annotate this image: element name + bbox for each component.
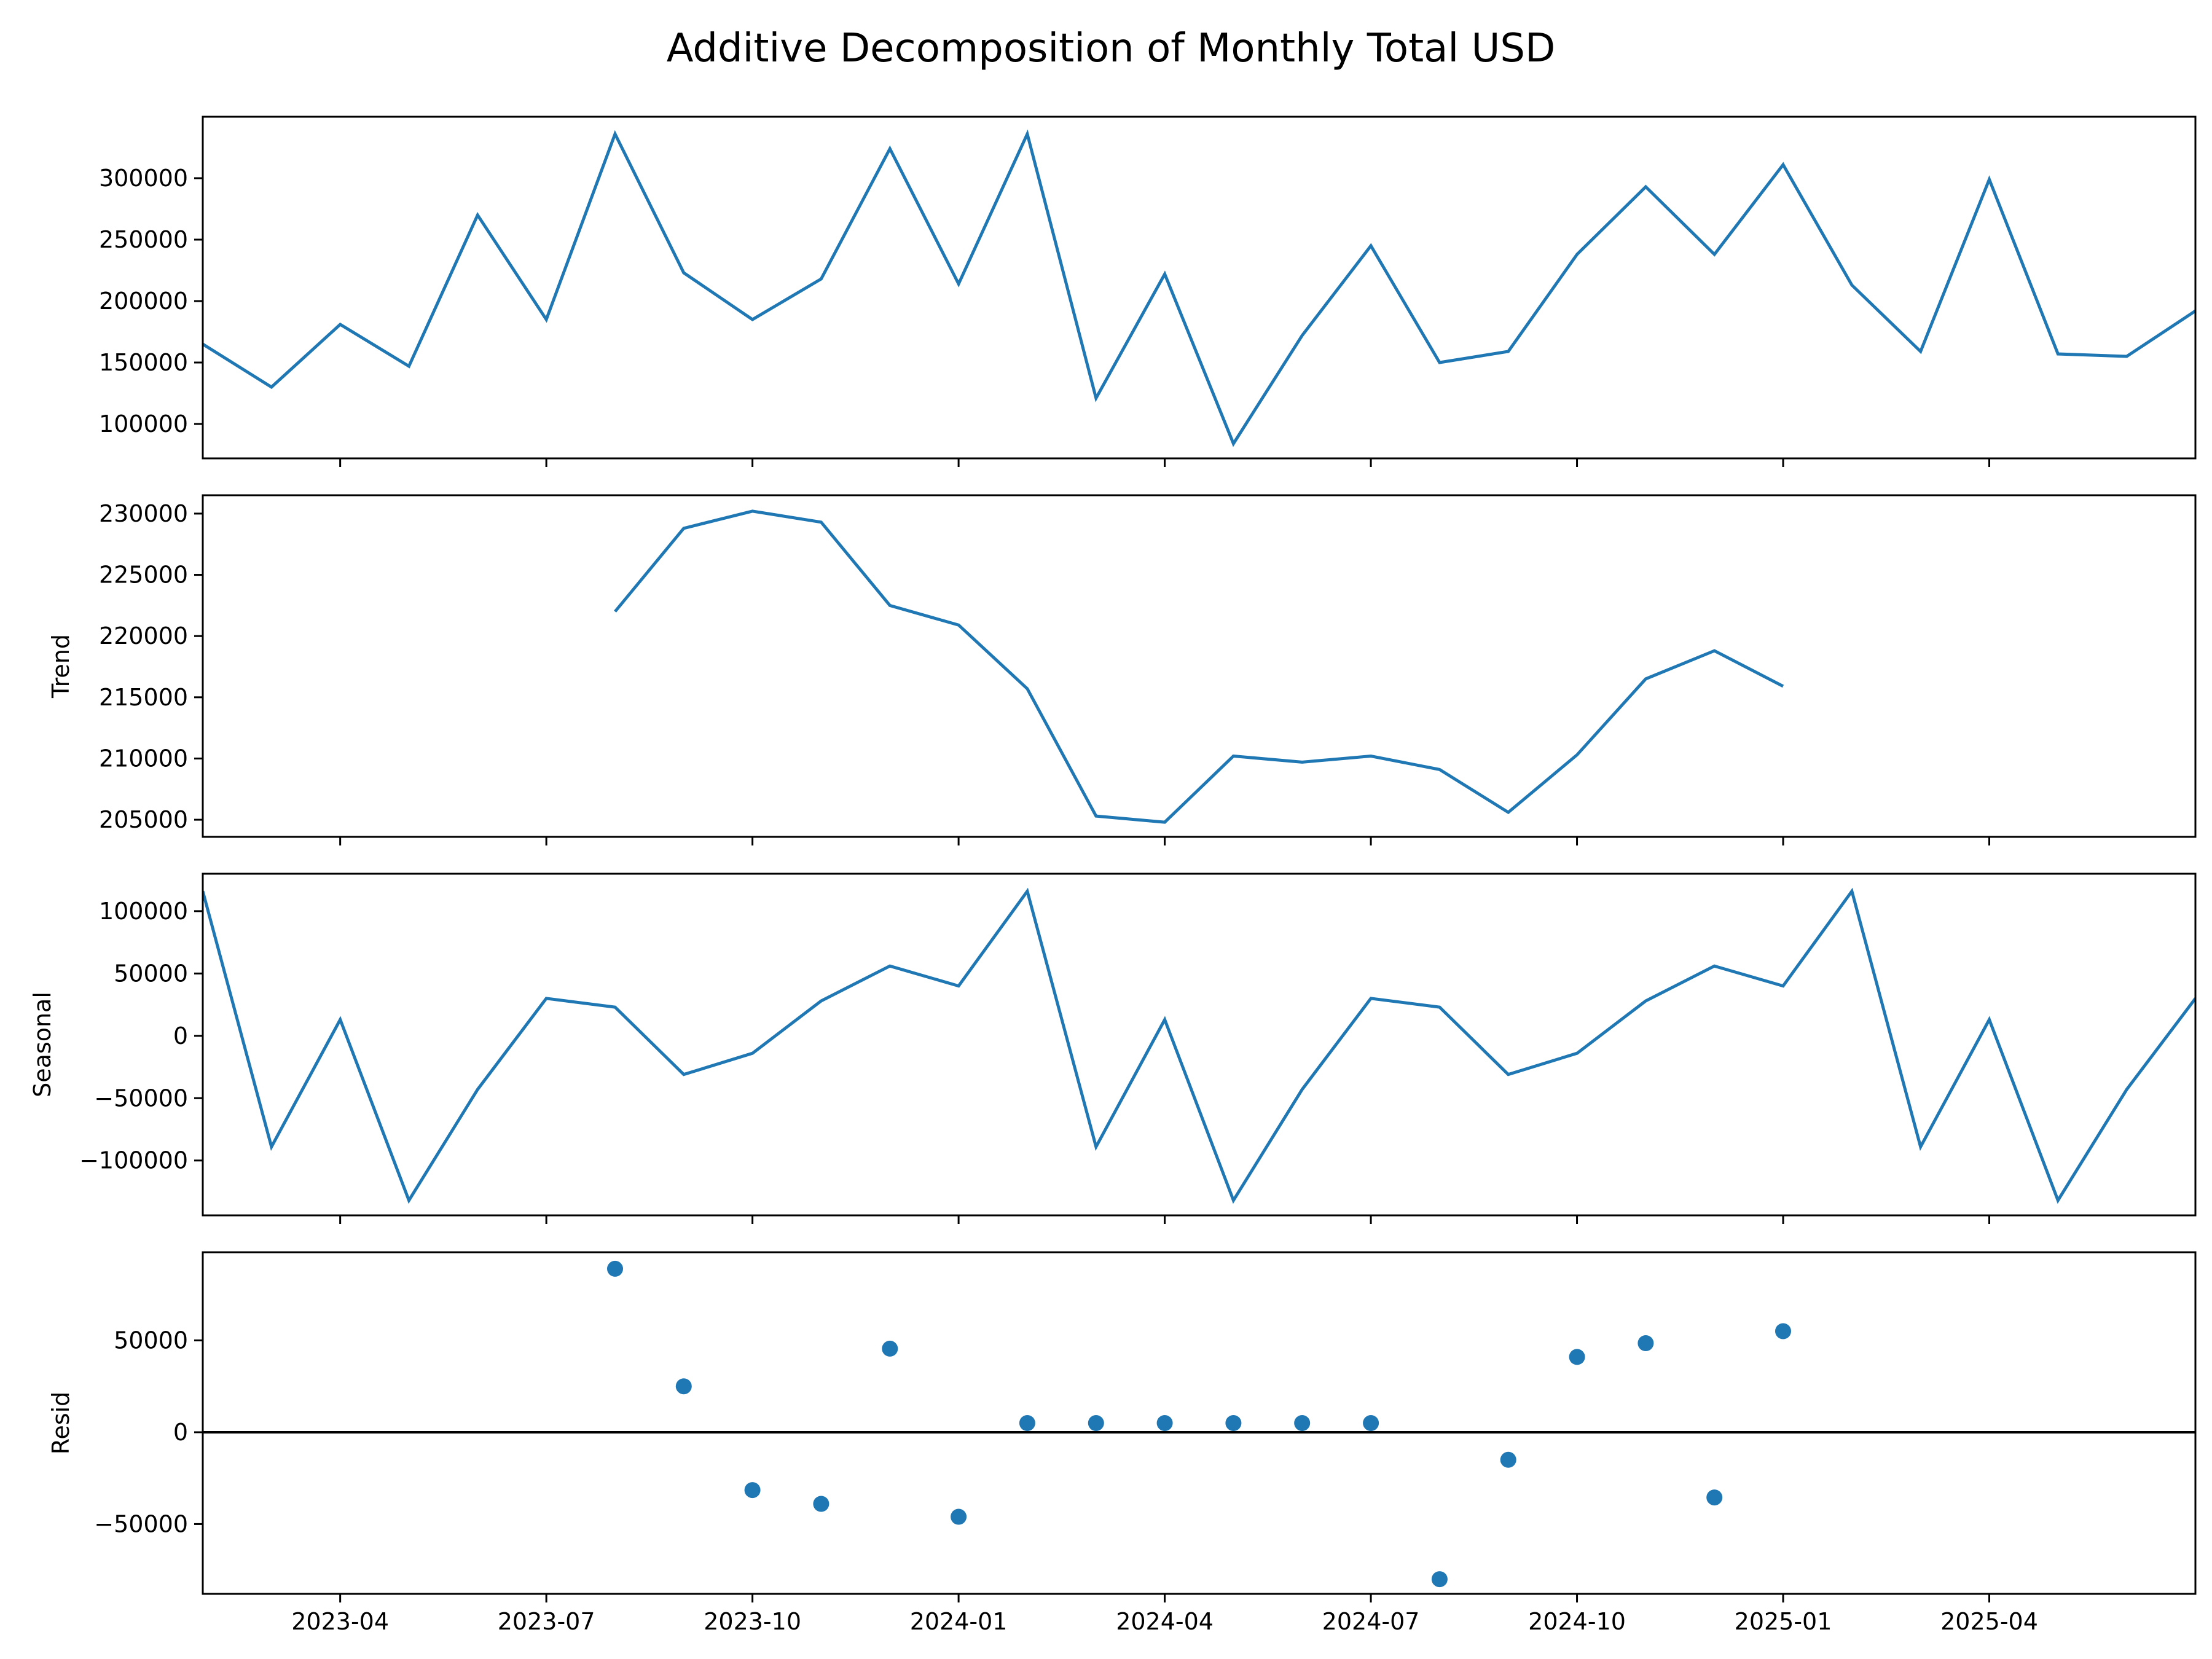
- y-tick-label: −50000: [94, 1510, 188, 1537]
- y-tick-label: 215000: [99, 684, 188, 711]
- y-tick-label: 230000: [99, 500, 188, 527]
- y-tick-label: 200000: [99, 288, 188, 315]
- resid-point: [675, 1378, 692, 1395]
- y-tick-label: −50000: [94, 1084, 188, 1112]
- y-tick-label: −100000: [79, 1147, 188, 1174]
- figure-title: Additive Decomposition of Monthly Total …: [667, 26, 1556, 71]
- panel-1-plot-area: [614, 509, 1784, 824]
- x-tick-label: 2023-07: [498, 1608, 595, 1635]
- resid-point: [1363, 1415, 1379, 1431]
- x-tick-label: 2024-10: [1528, 1608, 1626, 1635]
- resid-point: [744, 1482, 761, 1499]
- panel-0: 100000 150000 200000 250000 300000: [99, 116, 2197, 467]
- y-tick-label: 250000: [99, 226, 188, 253]
- panel-3-plot-area: [203, 1260, 2195, 1588]
- resid-point: [1431, 1571, 1448, 1588]
- resid-point: [607, 1260, 623, 1277]
- panel-0-frame: [202, 116, 2197, 460]
- resid-point: [951, 1508, 967, 1525]
- x-tick-label: 2025-01: [1735, 1608, 1832, 1635]
- y-tick-label: 100000: [99, 410, 188, 437]
- y-tick-label: 150000: [99, 349, 188, 376]
- resid-point: [1088, 1415, 1104, 1431]
- resid-point: [1019, 1415, 1035, 1431]
- y-tick-label: 210000: [99, 745, 188, 772]
- x-tick-label: 2025-04: [1940, 1608, 2038, 1635]
- y-axis-label: Trend: [47, 634, 74, 699]
- panel-1: 205000 210000 215000 220000 225000 230000 Tren…: [47, 494, 2197, 845]
- panel-2: −100000 −50000 0 50000 100000 Seasonal: [29, 873, 2197, 1224]
- y-axis-label: Resid: [47, 1392, 74, 1455]
- resid-point: [1294, 1415, 1311, 1431]
- y-tick-label: 205000: [99, 806, 188, 833]
- resid-point: [1156, 1415, 1173, 1431]
- panel-0-series-line: [203, 129, 2195, 447]
- y-tick-label: 0: [173, 1419, 188, 1446]
- panel-3: −50000 0 50000 2023-04 2023-07 2023-10 2024-01…: [47, 1251, 2197, 1635]
- resid-point: [1775, 1323, 1791, 1339]
- resid-point: [1500, 1451, 1516, 1468]
- x-tick-label: 2024-07: [1322, 1608, 1420, 1635]
- panel-1-frame: [202, 494, 2197, 838]
- panel-2-frame: [202, 873, 2197, 1217]
- y-tick-label: 220000: [99, 622, 188, 649]
- resid-point: [1706, 1489, 1723, 1506]
- y-tick-label: 300000: [99, 165, 188, 192]
- x-tick-label: 2023-10: [704, 1608, 801, 1635]
- y-tick-label: 100000: [99, 898, 188, 925]
- x-tick-label: 2024-01: [910, 1608, 1008, 1635]
- y-axis-label: Seasonal: [29, 992, 56, 1097]
- resid-point: [882, 1340, 898, 1357]
- resid-point: [813, 1496, 830, 1512]
- x-tick-label: 2023-04: [291, 1608, 389, 1635]
- y-tick-label: 50000: [114, 960, 188, 987]
- panel-2-series-line: [203, 887, 2195, 1204]
- resid-point: [1569, 1349, 1585, 1365]
- panel-2-plot-area: [203, 887, 2195, 1204]
- panel-1-series-line: [614, 509, 1784, 824]
- y-tick-label: 225000: [99, 562, 188, 589]
- x-tick-label: 2024-04: [1116, 1608, 1214, 1635]
- y-tick-label: 50000: [114, 1327, 188, 1354]
- panel-3-frame: [202, 1251, 2197, 1595]
- y-tick-label: 0: [173, 1022, 188, 1049]
- resid-point: [1225, 1415, 1242, 1431]
- panels-container: 100000 150000 200000 250000 300000 205000 2100…: [29, 116, 2197, 1635]
- resid-point: [1637, 1335, 1654, 1351]
- panel-0-plot-area: [203, 129, 2195, 447]
